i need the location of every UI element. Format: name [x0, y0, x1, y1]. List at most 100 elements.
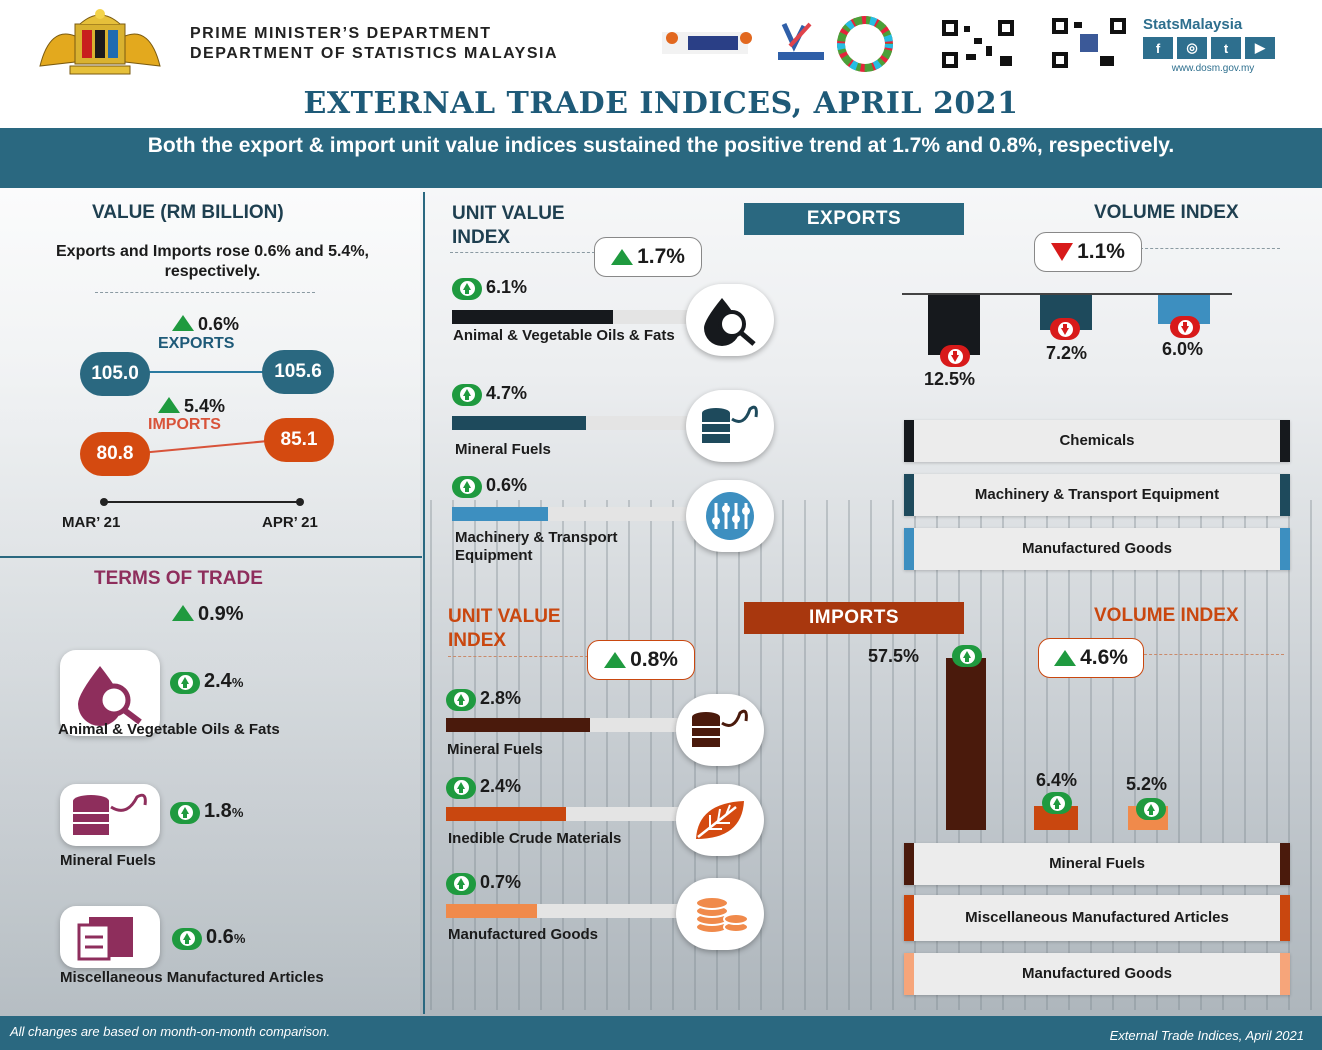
department-name: PRIME MINISTER’S DEPARTMENT DEPARTMENT O… — [190, 24, 558, 64]
imports-uvi-title: UNIT VALUE INDEX — [448, 606, 561, 651]
exports-vol-overall: 1.1% — [1034, 232, 1142, 272]
website-url[interactable]: www.dosm.gov.my — [1171, 63, 1255, 74]
imp-legend-2: Miscellaneous Manufactured Articles — [904, 895, 1290, 941]
imp-uvi-2-bar — [446, 807, 566, 821]
exp-legend-3: Manufactured Goods — [904, 528, 1290, 570]
value-line-chart — [100, 371, 304, 506]
tot-item-3-label: Miscellaneous Manufactured Articles — [60, 969, 324, 986]
value-title: VALUE (RM BILLION) — [92, 202, 284, 223]
header: PRIME MINISTER’S DEPARTMENT DEPARTMENT O… — [0, 0, 1322, 88]
up-triangle-icon — [611, 249, 634, 265]
left-panel-overlay — [0, 188, 420, 1016]
exports-tab: EXPORTS — [744, 203, 964, 235]
exports-uvi-title: UNIT VALUE INDEX — [452, 203, 565, 248]
tot-item-1-label: Animal & Vegetable Oils & Fats — [58, 721, 280, 738]
exp-uvi-1-bar — [452, 310, 613, 324]
exp-uvi-3-bar — [452, 507, 548, 521]
up-triangle-icon — [172, 605, 194, 621]
footer-note: All changes are based on month-on-month … — [10, 1024, 331, 1039]
exp-uvi-2-bar — [452, 416, 587, 430]
exports-vol-dash — [1140, 248, 1280, 249]
up-arrow-icon — [170, 671, 200, 694]
imports-tab: IMPORTS — [744, 602, 964, 634]
coat-of-arms-logo — [39, 9, 161, 75]
up-arrow-icon — [170, 801, 200, 824]
x-label-end: APR’ 21 — [262, 514, 318, 531]
imports-label: IMPORTS — [148, 416, 221, 433]
up-arrow-icon — [452, 277, 482, 300]
up-arrow-icon — [446, 688, 476, 711]
instagram-icon[interactable]: ◎ — [1177, 37, 1207, 59]
exports-mar-value: 105.0 — [80, 352, 150, 396]
up-arrow-icon — [452, 383, 482, 406]
imp-legend-3: Manufactured Goods — [904, 953, 1290, 995]
imports-vol-overall: 4.6% — [1038, 638, 1144, 678]
fuel-barrel-icon — [676, 694, 764, 766]
oil-drop-search-icon — [686, 284, 774, 356]
up-triangle-icon — [172, 315, 194, 331]
exp-uvi-1-change: 6.1% — [452, 277, 527, 300]
exp-vol-2-label: 7.2% — [1046, 343, 1088, 363]
imports-mar-value: 80.8 — [80, 432, 150, 476]
exports-apr-value: 105.6 — [262, 350, 334, 394]
imports-vol-dash — [1144, 654, 1284, 655]
exports-vol-title: VOLUME INDEX — [1094, 202, 1239, 223]
up-triangle-icon — [604, 652, 627, 668]
exports-uvi-overall: 1.7% — [594, 237, 702, 277]
census-logo — [662, 32, 752, 54]
sliders-icon — [686, 480, 774, 552]
exp-legend-1: Chemicals — [904, 420, 1290, 462]
up-arrow-icon — [172, 927, 202, 950]
divider-vertical — [423, 192, 425, 1014]
up-arrow-icon — [1042, 792, 1076, 814]
mystats-day-logo — [778, 22, 824, 60]
imp-legend-1: Mineral Fuels — [904, 843, 1290, 885]
imp-vol-3-label: 5.2% — [1126, 774, 1168, 794]
divider-horizontal — [0, 556, 422, 558]
stats-malaysia-brand: StatsMalaysia — [1143, 16, 1243, 33]
qr-code-1 — [940, 18, 1018, 70]
imp-uvi-3-change: 0.7% — [446, 872, 521, 895]
exp-legend-2: Machinery & Transport Equipment — [904, 474, 1290, 516]
clipboard-box-icon — [60, 906, 160, 968]
down-arrow-icon — [940, 345, 970, 369]
tot-item-2-label: Mineral Fuels — [60, 852, 156, 869]
imp-uvi-1-label: Mineral Fuels — [447, 741, 543, 758]
page-title: EXTERNAL TRADE INDICES, APRIL 2021 — [303, 86, 1019, 121]
tot-item-2-change: 1.8% — [170, 800, 243, 824]
x-label-start: MAR’ 21 — [62, 514, 121, 531]
exports-vol-baseline — [902, 293, 1232, 295]
imports-uvi-overall: 0.8% — [587, 640, 695, 680]
youtube-icon[interactable]: ▶ — [1245, 37, 1275, 59]
down-arrow-icon — [1170, 316, 1200, 340]
dept-line-2: DEPARTMENT OF STATISTICS MALAYSIA — [190, 45, 559, 62]
exp-vol-3-label: 6.0% — [1162, 339, 1204, 359]
headline-banner: Both the export & import unit value indi… — [0, 128, 1322, 188]
twitter-icon[interactable]: t — [1211, 37, 1241, 59]
exp-uvi-3-label: Machinery & Transport Equipment — [455, 529, 618, 564]
leaf-icon — [676, 784, 764, 856]
exp-uvi-2-label: Mineral Fuels — [455, 441, 551, 458]
exp-vol-1-label: 12.5% — [924, 369, 976, 389]
exports-uvi-dash — [450, 252, 595, 253]
footer: All changes are based on month-on-month … — [0, 1016, 1322, 1050]
down-triangle-icon — [1051, 243, 1074, 261]
footer-source: External Trade Indices, April 2021 — [1109, 1028, 1304, 1043]
down-arrow-icon — [1050, 318, 1080, 342]
imports-apr-value: 85.1 — [264, 418, 334, 462]
qr-code-2 — [1050, 16, 1130, 70]
social-media-block: StatsMalaysia f ◎ t ▶ www.dosm.gov.my — [1143, 16, 1283, 74]
exp-uvi-3-change: 0.6% — [452, 475, 527, 498]
value-dash — [95, 292, 315, 293]
imp-uvi-3-label: Manufactured Goods — [448, 926, 599, 943]
exp-uvi-2-change: 4.7% — [452, 383, 527, 406]
imp-uvi-1-bar — [446, 718, 590, 732]
sdg-wheel-logo — [837, 16, 893, 72]
exports-label: EXPORTS — [158, 335, 235, 352]
tot-item-3-change: 0.6% — [172, 926, 245, 950]
up-triangle-icon — [1054, 650, 1077, 666]
exp-uvi-1-label: Animal & Vegetable Oils & Fats — [453, 327, 675, 344]
imports-uvi-dash — [448, 656, 588, 657]
facebook-icon[interactable]: f — [1143, 37, 1173, 59]
up-arrow-icon — [446, 776, 476, 799]
